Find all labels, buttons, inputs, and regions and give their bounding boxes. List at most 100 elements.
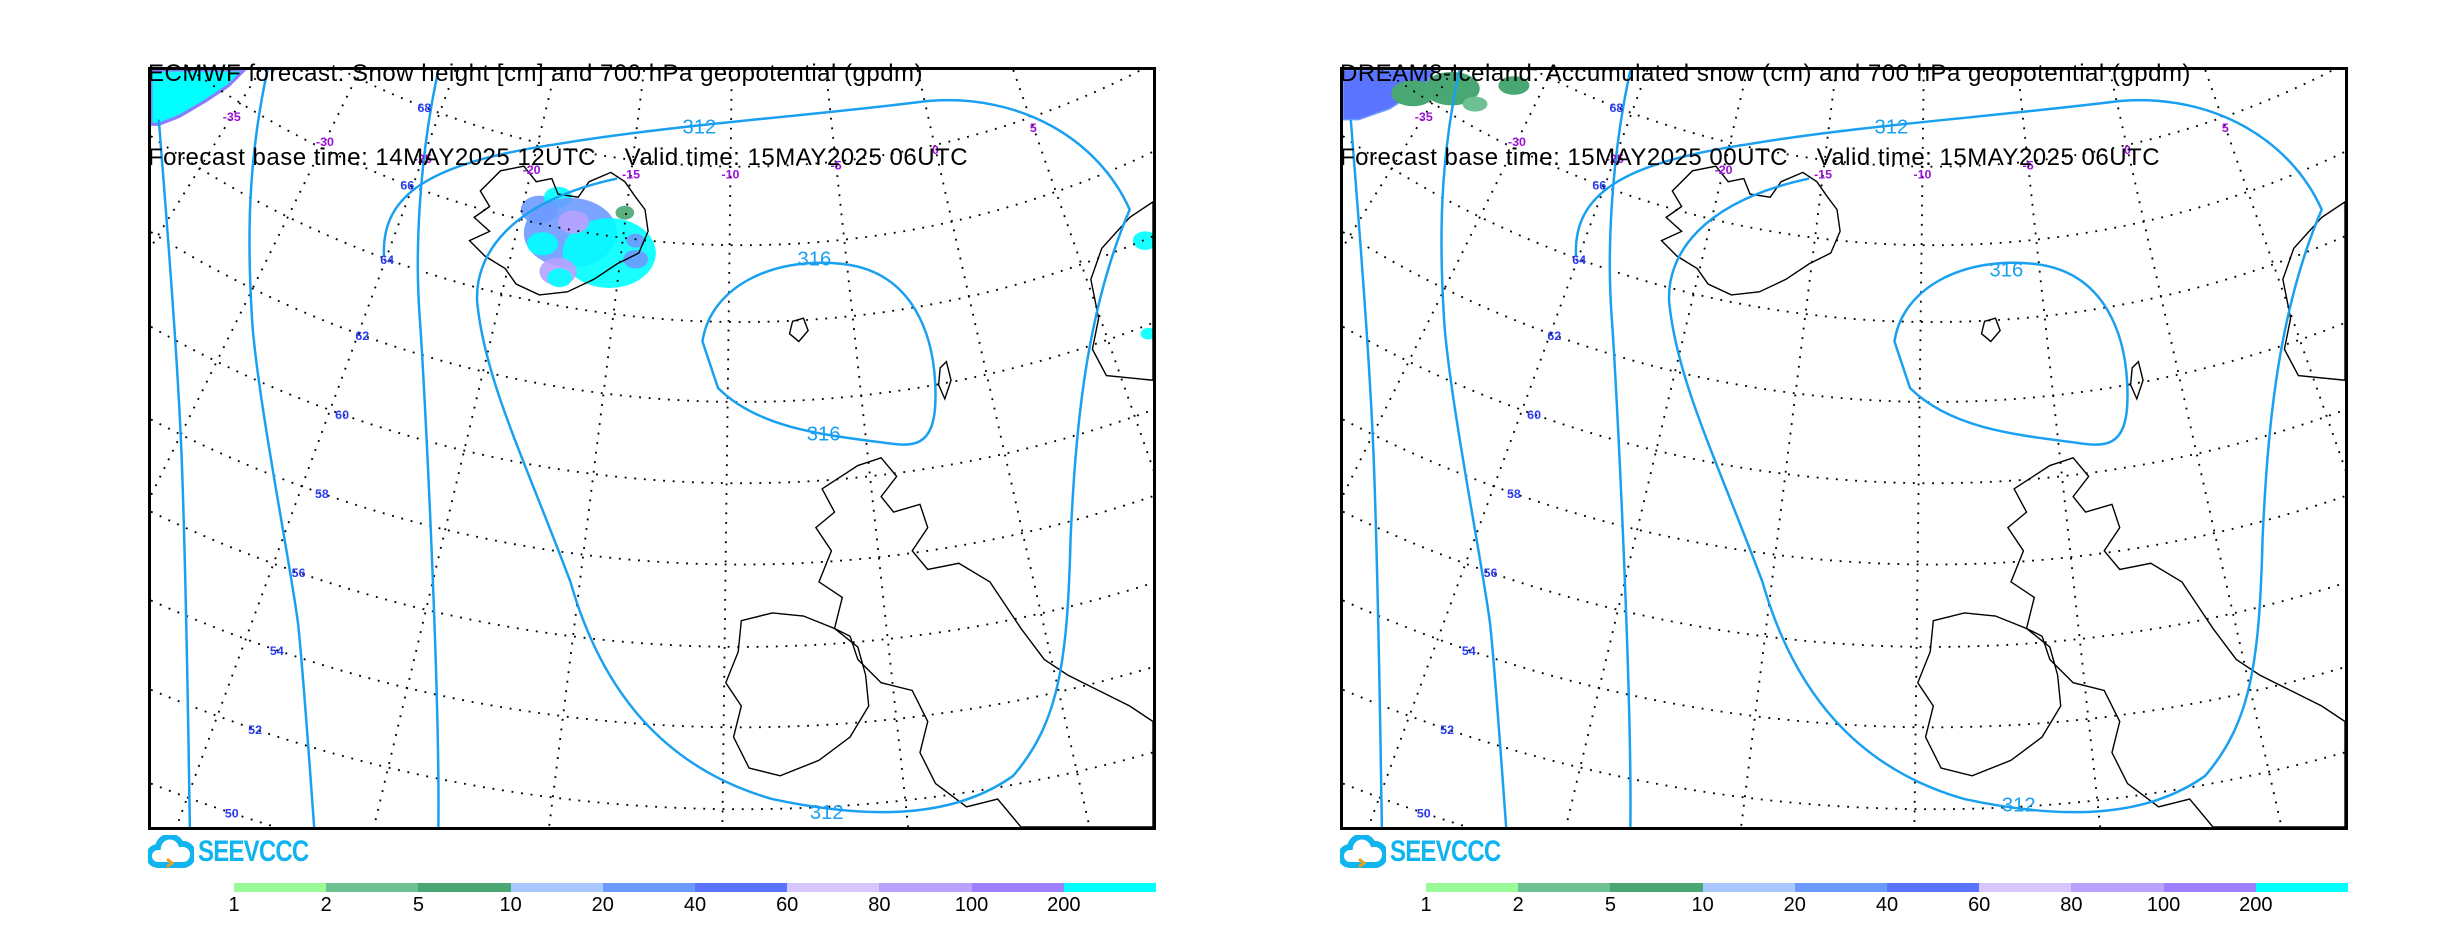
snow-area: [1140, 327, 1153, 340]
map-panel-ecmwf: 312 312 316 316 68 66 64 62 60 58 56 54 52 50 -35 -30 -2…: [148, 67, 1156, 830]
latitude-label: 64: [1572, 253, 1586, 267]
contour-label: 312: [683, 117, 717, 139]
snow-area: [626, 233, 646, 248]
longitude-line: [1740, 70, 1837, 827]
latitude-label: 54: [270, 644, 284, 658]
colorbar-tick-label: 100: [954, 894, 989, 916]
geopotential-contour: [248, 70, 316, 827]
colorbar-tick-label: 20: [1783, 894, 1806, 916]
colorbar-segment: [971, 883, 1064, 892]
latitude-label: 58: [315, 487, 329, 501]
latitude-label: 56: [1484, 566, 1498, 580]
coast-iceland: [1660, 165, 1841, 296]
colorbar-tick-label: 100: [2146, 894, 2181, 916]
longitude-label: -10: [721, 168, 739, 182]
contour-312: [1574, 98, 2324, 814]
latitude-label: 58: [1507, 487, 1521, 501]
colorbar-tick-label: 5: [1604, 894, 1616, 916]
colorbar-segment: [2071, 883, 2164, 892]
longitude-label: -5: [831, 158, 842, 172]
latitude-line: [1343, 688, 2345, 811]
longitude-label: -30: [1508, 135, 1526, 149]
seevccc-logo: SEEVCCC: [148, 834, 336, 870]
latitude-line: [188, 70, 1153, 247]
latitude-label: 56: [292, 566, 306, 580]
colorbar-segment: [602, 883, 696, 892]
contour-316: [701, 261, 937, 446]
snow-area: [547, 268, 572, 288]
map-panel-dream8: 312 312 316 68 66 64 62 60 58 56 54 52 50 -35 -30 -25 -2…: [1340, 67, 2348, 830]
longitude-label: -20: [523, 163, 541, 177]
geopotential-contour: [157, 119, 192, 827]
colorbar-segment: [1887, 883, 1980, 892]
colorbar-tick-label: 60: [776, 894, 799, 916]
colorbar-tick-label: 2: [1512, 894, 1524, 916]
latitude-label: 52: [1440, 723, 1454, 737]
longitude-label: 0: [932, 143, 939, 157]
latitude-line: [151, 231, 1153, 403]
coast-ireland: [725, 612, 870, 777]
colorbar-tick-label: 1: [1420, 894, 1432, 916]
coast-shetland: [937, 360, 952, 401]
colorbar-tick-label: 20: [591, 894, 614, 916]
latitude-line: [1343, 231, 2345, 403]
colorbar-segment: [1518, 883, 1611, 892]
snow-area: [1498, 76, 1530, 95]
coast-ireland: [1917, 612, 2062, 777]
snow-area: [1423, 71, 1480, 106]
colorbar-tick-label: 60: [1968, 894, 1991, 916]
latitude-line: [1380, 70, 2345, 247]
colorbar-segment: [326, 883, 419, 892]
cloud-logo-icon: [1340, 835, 1386, 869]
map-canvas: 31231231668666462605856545250-35-30-25-2…: [1343, 70, 2345, 827]
latitude-line: [151, 510, 1153, 648]
colorbar-right: [1426, 883, 2349, 892]
latitude-line: [151, 418, 1153, 566]
latitude-label: 50: [225, 807, 239, 821]
colorbar-segment: [1794, 883, 1888, 892]
snow-area: [526, 232, 559, 256]
map-canvas: 31231231631668666462605856545250-35-30-2…: [151, 70, 1153, 827]
contour-label: 312: [2002, 795, 2036, 817]
longitude-line: [721, 70, 733, 827]
colorbar-tick-label: 80: [868, 894, 891, 916]
colorbar-left: [234, 883, 1157, 892]
contour-label: 316: [807, 424, 841, 446]
colorbar-segment: [418, 883, 511, 892]
latitude-label: 66: [400, 178, 414, 192]
coast-great-britain: [2006, 456, 2345, 827]
map-content: 31231231631668666462605856545250-35-30-2…: [151, 70, 1153, 827]
longitude-label: -5: [2023, 158, 2034, 172]
coast-faroe: [1980, 317, 2001, 343]
colorbar-labels-right: 1 2 5 10 20 40 60 80 100 200: [1420, 893, 2348, 919]
colorbar-segment: [2163, 883, 2256, 892]
colorbar-segment: [1979, 883, 2072, 892]
longitude-label: 5: [1030, 121, 1037, 135]
colorbar-segment: [1426, 883, 1519, 892]
coast-shetland: [2129, 360, 2144, 401]
colorbar-segment: [1063, 883, 1157, 892]
colorbar-tick-label: 200: [1047, 894, 1081, 916]
latitude-label: 66: [1592, 178, 1606, 192]
longitude-label: -15: [622, 168, 640, 182]
map-content: 31231231668666462605856545250-35-30-25-2…: [1343, 70, 2345, 827]
title-line-2: Forecast base time: 14MAY2025 12UTC Vali…: [148, 144, 969, 171]
colorbar-segment: [879, 883, 972, 892]
colorbar-tick-label: 40: [1875, 894, 1899, 916]
colorbar-segment: [1610, 883, 1703, 892]
colorbar-tick-label: 2: [320, 894, 332, 916]
latitude-line: [1343, 510, 2345, 648]
colorbar-segment: [510, 883, 603, 892]
coast-norway: [1090, 201, 1153, 381]
latitude-label: 52: [248, 723, 262, 737]
longitude-line: [2204, 70, 2345, 472]
colorbar-tick-label: 10: [1691, 894, 1714, 916]
snow-area: [1462, 96, 1488, 112]
latitude-label: 50: [1417, 807, 1431, 821]
contour-312: [382, 98, 1132, 814]
longitude-label: -25: [414, 152, 432, 166]
longitude-label: -15: [1814, 168, 1832, 182]
seevccc-logo: SEEVCCC: [1340, 834, 1528, 870]
contour-label: 316: [797, 248, 831, 270]
panel-title-left: ECMWF forecast: Snow height [cm] and 700…: [148, 4, 968, 200]
